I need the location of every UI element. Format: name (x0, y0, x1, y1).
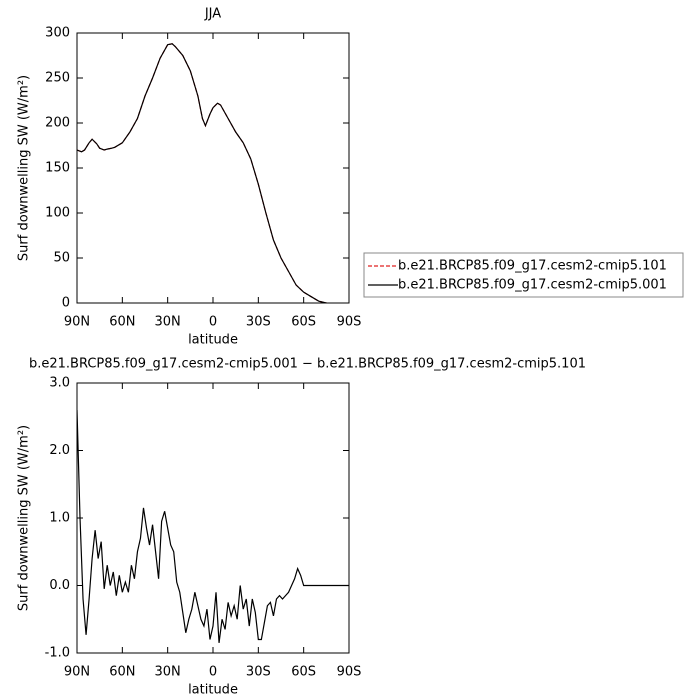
y-tick-label: 3.0 (49, 376, 70, 391)
x-tick-label: 60N (109, 665, 135, 680)
x-tick-label: 90S (337, 665, 362, 680)
y-tick-label: 250 (45, 71, 70, 86)
data-line (77, 409, 349, 643)
legend-label: b.e21.BRCP85.f09_g17.cesm2-cmip5.001 (398, 278, 667, 293)
x-tick-label: 30N (155, 665, 181, 680)
plot-frame (76, 32, 350, 304)
chart-title: JJA (204, 7, 221, 22)
x-tick-label: 30S (246, 315, 271, 330)
x-tick-label: 90N (64, 315, 90, 330)
x-tick-label: 90S (337, 315, 362, 330)
y-tick-label: 300 (45, 26, 70, 41)
x-tick-label: 30N (155, 315, 181, 330)
y-tick-label: 0 (62, 296, 70, 311)
y-tick-label: 50 (53, 251, 70, 266)
x-tick-label: 60S (291, 665, 316, 680)
x-tick-label: 30S (246, 665, 271, 680)
x-tick-label: 60N (109, 315, 135, 330)
y-tick-label: 1.0 (49, 511, 70, 526)
legend-box (363, 252, 684, 298)
legend-label: b.e21.BRCP85.f09_g17.cesm2-cmip5.101 (398, 259, 667, 274)
y-axis-label: Surf downwelling SW (W/m²) (17, 75, 32, 261)
x-tick-label: 0 (209, 665, 217, 680)
x-axis-label: latitude (188, 333, 238, 348)
y-tick-label: -1.0 (45, 646, 70, 661)
x-axis-label: latitude (188, 683, 238, 698)
y-tick-label: 200 (45, 116, 70, 131)
y-axis-label: Surf downwelling SW (W/m²) (17, 425, 32, 611)
y-tick-label: 0.0 (49, 578, 70, 593)
data-line (77, 43, 329, 303)
y-tick-label: 150 (45, 161, 70, 176)
x-tick-label: 60S (291, 315, 316, 330)
plot-frame (76, 382, 350, 654)
chart-title: b.e21.BRCP85.f09_g17.cesm2-cmip5.001 − b… (29, 357, 586, 372)
x-tick-label: 90N (64, 665, 90, 680)
data-line (77, 43, 329, 303)
x-tick-label: 0 (209, 315, 217, 330)
y-tick-label: 2.0 (49, 443, 70, 458)
y-tick-label: 100 (45, 206, 70, 221)
